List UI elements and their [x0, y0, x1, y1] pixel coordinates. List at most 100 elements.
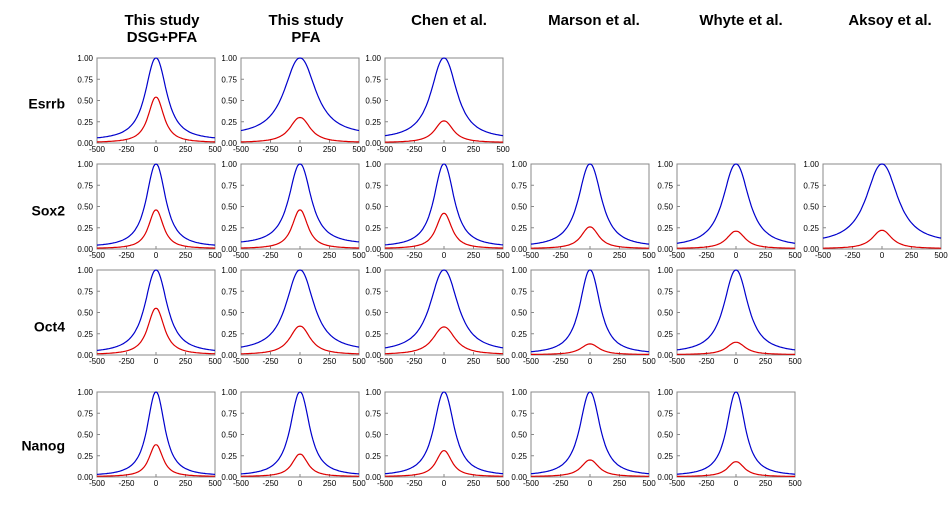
y-tick-label: 0.25: [511, 224, 527, 233]
x-tick-label: -250: [698, 251, 715, 260]
x-tick-label: 0: [298, 479, 303, 488]
x-tick-label: -250: [552, 251, 569, 260]
y-tick-label: 0.50: [221, 309, 237, 318]
blue-series-line: [384, 391, 504, 475]
blue-series-line: [530, 163, 650, 245]
x-tick-label: -250: [118, 145, 135, 154]
x-tick-label: 500: [496, 479, 510, 488]
red-series-line: [384, 212, 504, 249]
x-tick-label: -500: [669, 251, 686, 260]
y-tick-label: 0.00: [77, 245, 93, 254]
y-tick-label: 0.75: [365, 409, 381, 418]
blue-series-line: [96, 57, 216, 139]
blue-series-line: [530, 391, 650, 475]
x-tick-label: 250: [905, 251, 919, 260]
y-tick-label: 1.00: [77, 388, 93, 397]
x-tick-label: 250: [323, 357, 337, 366]
y-tick-label: 0.00: [77, 473, 93, 482]
y-tick-label: 0.25: [511, 452, 527, 461]
y-tick-label: 1.00: [77, 54, 93, 63]
x-tick-label: -250: [406, 357, 423, 366]
red-series-line: [823, 229, 941, 249]
panel-frame: [240, 391, 360, 478]
panel-frame: [530, 269, 650, 356]
panel-sox2-3: 0.00 0.25 0.50 0.75 1.00 -500 -250 0 250 500: [511, 160, 656, 260]
y-tick-label: 0.00: [221, 139, 237, 148]
x-tick-label: 0: [588, 251, 593, 260]
x-tick-label: 0: [880, 251, 885, 260]
x-tick-label: 250: [179, 357, 193, 366]
x-tick-label: -500: [523, 251, 540, 260]
panel-frame: [530, 391, 650, 478]
x-tick-label: 0: [298, 145, 303, 154]
y-tick-label: 1.00: [803, 160, 819, 169]
blue-series-line: [530, 269, 650, 353]
y-tick-label: 0.25: [221, 452, 237, 461]
blue-series-line: [822, 163, 942, 239]
panel-frame: [384, 163, 504, 250]
column-title: DSG+PFA: [127, 29, 198, 46]
column-title: Chen et al.: [411, 12, 487, 29]
panel-sox2-4: 0.00 0.25 0.50 0.75 1.00 -500 -250 0 250 500: [657, 160, 802, 260]
x-tick-label: -250: [262, 357, 279, 366]
panel-oct4-1: 0.00 0.25 0.50 0.75 1.00 -500 -250 0 250 500: [221, 266, 366, 366]
red-series-line: [96, 444, 216, 477]
y-tick-label: 0.50: [365, 203, 381, 212]
x-tick-label: 0: [154, 145, 159, 154]
y-tick-label: 0.75: [657, 181, 673, 190]
panel-nanog-3: 0.00 0.25 0.50 0.75 1.00 -500 -250 0 250 500: [511, 388, 656, 488]
blue-series-line: [240, 391, 360, 475]
x-tick-label: -500: [523, 357, 540, 366]
y-tick-label: 0.00: [77, 139, 93, 148]
blue-series-line: [240, 57, 360, 132]
blue-series-line: [384, 57, 504, 137]
x-tick-label: 250: [467, 357, 481, 366]
x-tick-label: -250: [262, 479, 279, 488]
y-tick-label: 0.00: [511, 473, 527, 482]
blue-series-line: [676, 391, 796, 475]
panel-nanog-2: 0.00 0.25 0.50 0.75 1.00 -500 -250 0 250 500: [365, 388, 510, 488]
x-tick-label: -500: [233, 357, 250, 366]
red-series-line: [385, 449, 503, 477]
y-tick-label: 0.75: [657, 409, 673, 418]
x-tick-label: -500: [377, 357, 394, 366]
blue-series-line: [676, 163, 796, 244]
y-tick-label: 0.50: [511, 431, 527, 440]
panel-frame: [96, 391, 216, 478]
y-tick-label: 0.50: [365, 431, 381, 440]
x-tick-label: 0: [154, 251, 159, 260]
column-title: Marson et al.: [548, 12, 640, 29]
x-tick-label: 500: [496, 145, 510, 154]
red-series-line: [96, 307, 216, 355]
y-tick-label: 0.50: [77, 203, 93, 212]
x-tick-label: -250: [406, 251, 423, 260]
y-tick-label: 0.75: [365, 287, 381, 296]
x-tick-label: 0: [588, 357, 593, 366]
blue-series-line: [96, 163, 216, 246]
x-tick-label: -250: [552, 479, 569, 488]
x-tick-label: 500: [642, 479, 656, 488]
y-tick-label: 0.00: [221, 245, 237, 254]
y-tick-label: 1.00: [77, 160, 93, 169]
panel-sox2-1: 0.00 0.25 0.50 0.75 1.00 -500 -250 0 250 500: [221, 160, 366, 260]
red-series-line: [241, 209, 359, 249]
x-tick-label: -500: [233, 145, 250, 154]
x-tick-label: 250: [179, 145, 193, 154]
x-tick-label: -250: [698, 479, 715, 488]
y-tick-label: 1.00: [221, 160, 237, 169]
x-tick-label: 500: [352, 145, 366, 154]
y-tick-label: 1.00: [365, 54, 381, 63]
x-tick-label: -500: [669, 479, 686, 488]
x-tick-label: 250: [467, 251, 481, 260]
blue-series-line: [384, 269, 504, 349]
x-tick-label: 0: [734, 479, 739, 488]
y-tick-label: 0.75: [77, 409, 93, 418]
y-tick-label: 0.00: [657, 473, 673, 482]
x-tick-label: 250: [323, 145, 337, 154]
y-tick-label: 0.25: [77, 224, 93, 233]
y-tick-label: 0.25: [365, 330, 381, 339]
x-tick-label: 0: [442, 479, 447, 488]
panel-frame: [676, 163, 796, 250]
y-tick-label: 0.25: [77, 330, 93, 339]
row-labels: Esrrb Sox2 Oct4 Nanog: [21, 96, 65, 454]
